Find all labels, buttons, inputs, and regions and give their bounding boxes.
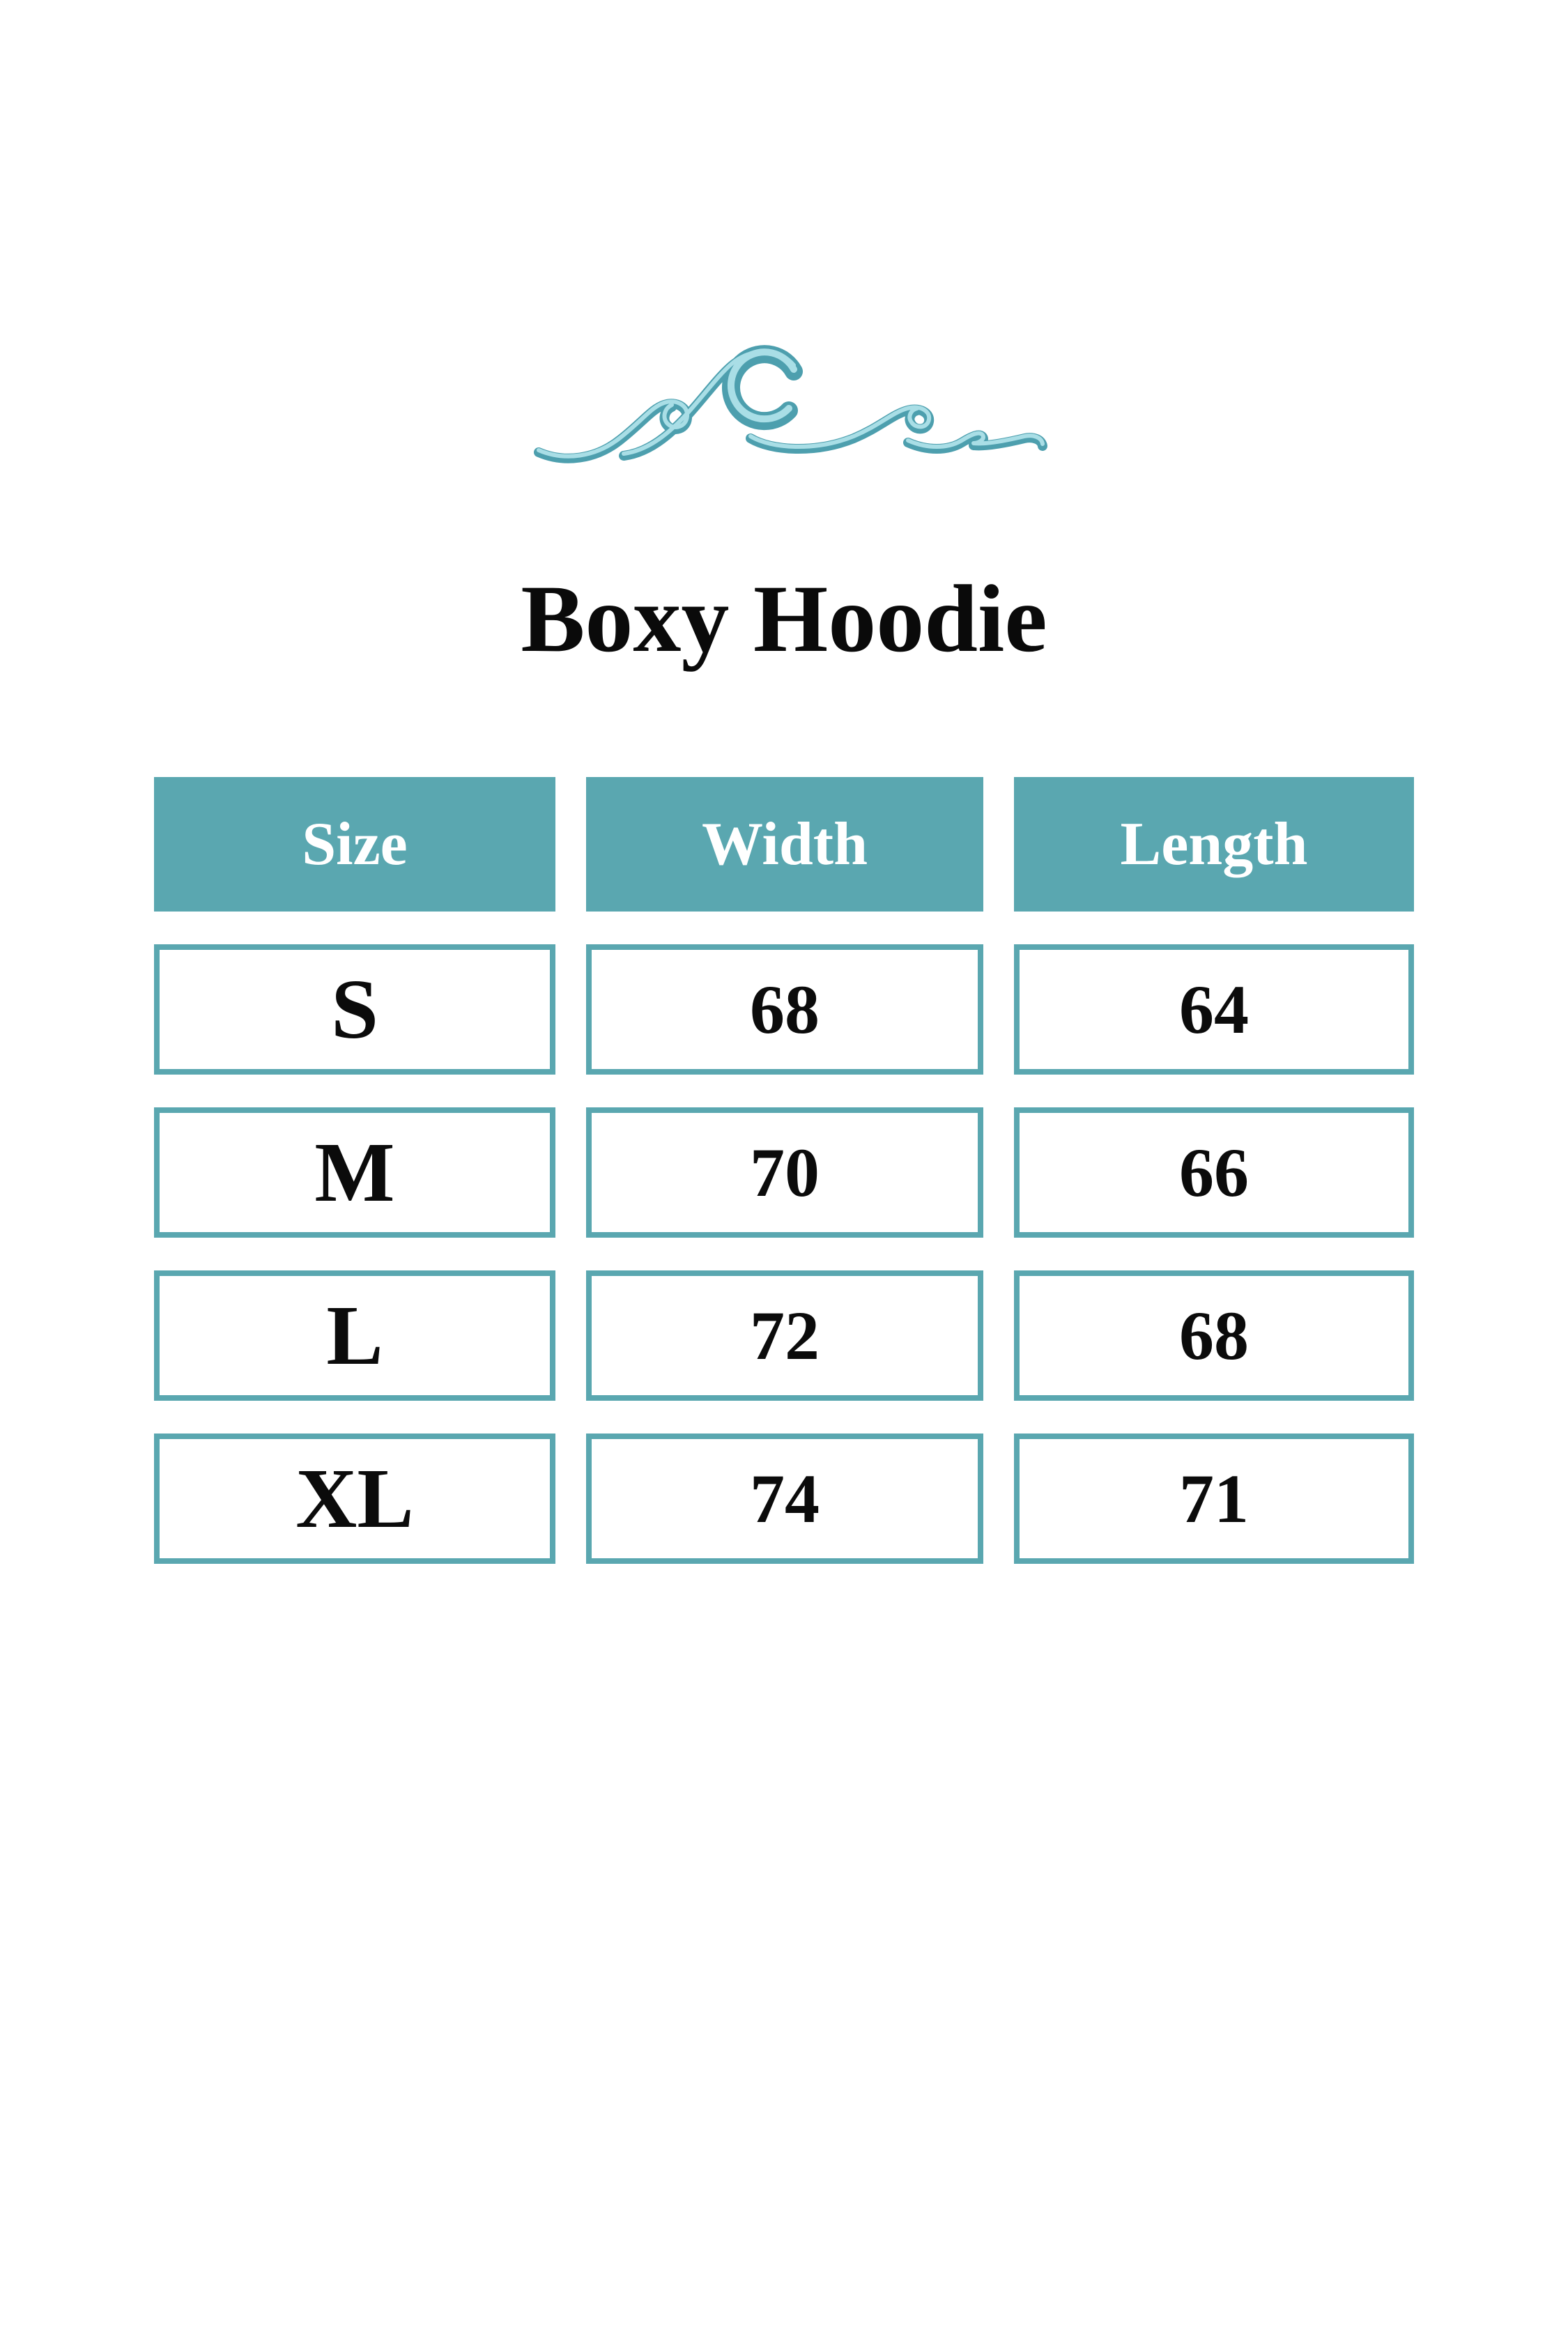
header-cell-size: Size [154,777,555,912]
length-cell-l: 68 [1014,1270,1414,1401]
wave-icon [526,340,1056,488]
header-cell-width: Width [586,777,983,912]
width-cell-l: 72 [586,1270,983,1401]
width-cell-s: 68 [586,944,983,1075]
width-cell-xl: 74 [586,1434,983,1564]
length-cell-m: 66 [1014,1107,1414,1238]
size-cell-l: L [154,1270,555,1401]
size-cell-m: M [154,1107,555,1238]
size-cell-s: S [154,944,555,1075]
size-cell-xl: XL [154,1434,555,1564]
page-title: Boxy Hoodie [521,565,1047,672]
header-cell-length: Length [1014,777,1414,912]
width-cell-m: 70 [586,1107,983,1238]
length-cell-s: 64 [1014,944,1414,1075]
length-cell-xl: 71 [1014,1434,1414,1564]
size-chart-table: Size Width Length S 68 64 M 70 66 L 72 6… [154,777,1414,1564]
